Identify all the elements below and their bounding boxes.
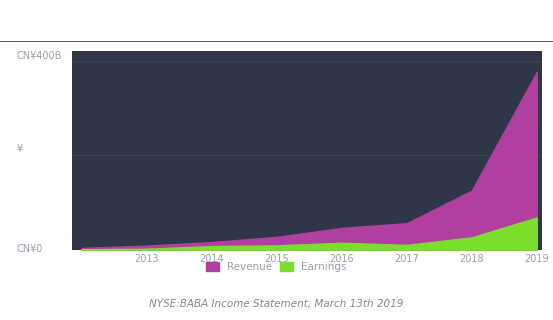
Text: CN¥0: CN¥0 [17, 244, 43, 254]
Text: EARNINGS AND REVENUE HISTORY: EARNINGS AND REVENUE HISTORY [17, 14, 246, 27]
Legend: Revenue, Earnings: Revenue, Earnings [206, 262, 347, 272]
Text: ¥: ¥ [17, 144, 23, 154]
Text: CN¥400B: CN¥400B [17, 51, 62, 61]
Text: NYSE:BABA Income Statement, March 13th 2019: NYSE:BABA Income Statement, March 13th 2… [149, 299, 404, 309]
